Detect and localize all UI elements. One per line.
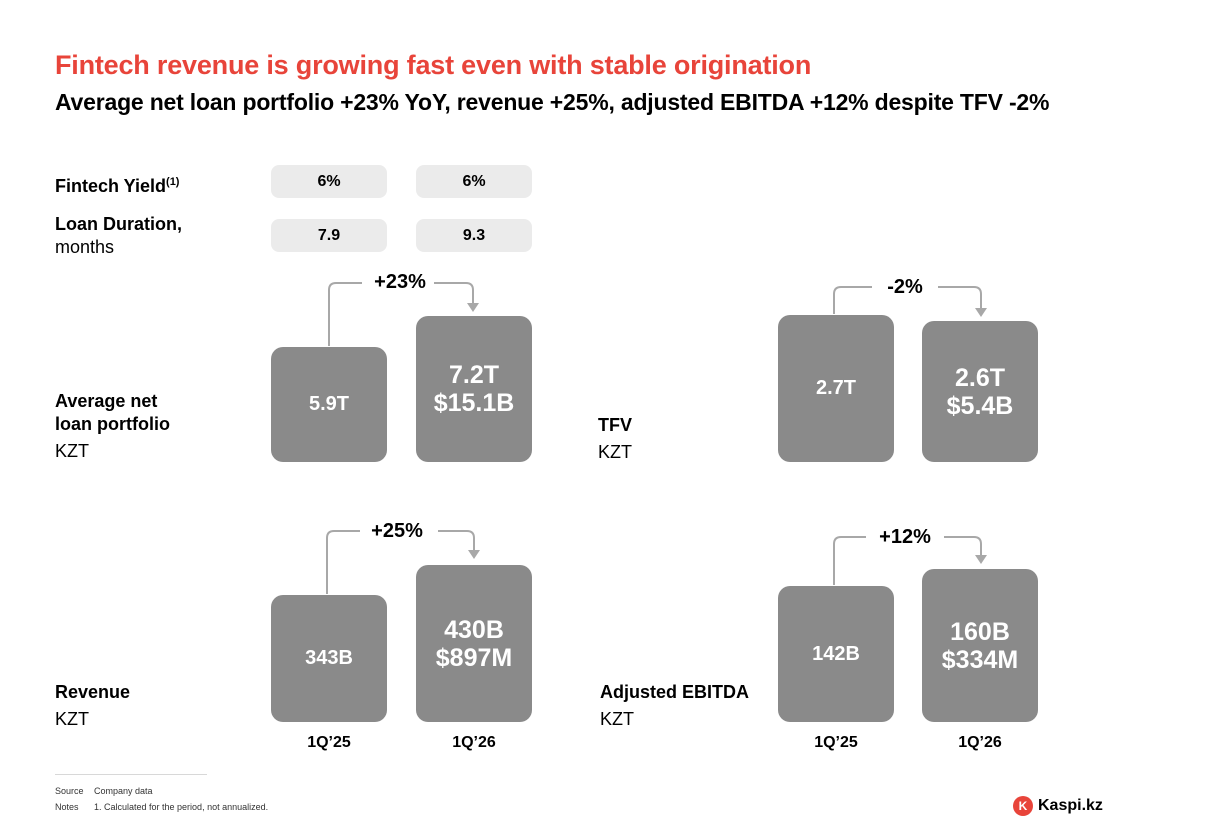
bar-value-tfv-1q26: 2.6T	[954, 363, 1006, 392]
kpi-value-loan-duration-1q26: 9.3	[416, 219, 532, 252]
x-tick-ebitda-1q25: 1Q’25	[814, 734, 858, 751]
chart-unit-tfv: KZT	[598, 442, 632, 462]
bar-ebitda-1q26: 160B $334M	[922, 569, 1038, 722]
kpi-label-loan-duration-line1: Loan Duration,	[55, 214, 182, 234]
bar-usd-ebitda-1q26: $334M	[941, 645, 1019, 674]
kaspi-logo: K Kaspi.kz	[1013, 796, 1103, 816]
bar-loan-portfolio-1q26: 7.2T $15.1B	[416, 316, 532, 462]
chart-label-revenue: Revenue	[55, 682, 131, 702]
footer-divider	[55, 774, 207, 775]
growth-label-loan-portfolio: +23%	[374, 271, 426, 293]
chart-unit-loan-portfolio: KZT	[55, 441, 89, 461]
kpi-value-loan-duration-1q25: 7.9	[271, 219, 387, 252]
bar-ebitda-1q25: 142B	[778, 586, 894, 722]
bar-usd-loan-portfolio-1q26: $15.1B	[433, 389, 515, 417]
chart-label-loan-portfolio: Average net loan portfolio	[55, 391, 170, 434]
kpi-label-loan-duration-line2: months	[55, 237, 115, 257]
kaspi-logo-icon: K	[1013, 796, 1033, 816]
kpi-value-fintech-yield-1q25: 6%	[271, 165, 387, 198]
x-tick-revenue-1q26: 1Q’26	[452, 734, 496, 751]
kpi-value-fintech-yield-1q26: 6%	[416, 165, 532, 198]
bar-revenue-1q25: 343B	[271, 595, 387, 722]
x-tick-revenue-1q25: 1Q’25	[307, 734, 351, 751]
bar-value-loan-portfolio-1q25: 5.9T	[308, 393, 350, 415]
bar-value-loan-portfolio-1q26: 7.2T	[448, 361, 500, 389]
page-subtitle: Average net loan portfolio +23% YoY, rev…	[55, 89, 1050, 115]
bar-tfv-1q25: 2.7T	[778, 315, 894, 462]
kpi-footnote-marker: (1)	[166, 176, 180, 188]
footer-notes-text: 1. Calculated for the period, not annual…	[94, 802, 269, 812]
bar-usd-tfv-1q26: $5.4B	[946, 391, 1014, 420]
chart-unit-revenue: KZT	[55, 709, 89, 729]
bar-value-revenue-1q25: 343B	[305, 647, 353, 669]
x-tick-ebitda-1q26: 1Q’26	[958, 734, 1002, 751]
chart-unit-ebitda: KZT	[600, 709, 634, 729]
chart-label-ebitda: Adjusted EBITDA	[600, 682, 750, 702]
chart-label-tfv: TFV	[598, 415, 632, 435]
page-title: Fintech revenue is growing fast even wit…	[55, 50, 812, 80]
kpi-label-loan-duration: Loan Duration, months	[55, 213, 182, 259]
bar-value-ebitda-1q26: 160B	[950, 617, 1010, 646]
bar-value-revenue-1q26: 430B	[444, 615, 504, 644]
bar-value-ebitda-1q25: 142B	[812, 642, 860, 665]
footer-notes-label: Notes	[55, 802, 79, 812]
bar-value-tfv-1q25: 2.7T	[815, 377, 857, 399]
bar-loan-portfolio-1q25: 5.9T	[271, 347, 387, 462]
footer-source-label: Source	[55, 786, 84, 796]
bar-revenue-1q26: 430B $897M	[416, 565, 532, 722]
growth-label-tfv: -2%	[887, 276, 923, 298]
bar-usd-revenue-1q26: $897M	[435, 643, 513, 672]
kpi-label-fintech-yield: Fintech Yield(1)	[55, 176, 180, 196]
kaspi-logo-text: Kaspi.kz	[1038, 797, 1103, 814]
bar-tfv-1q26: 2.6T $5.4B	[922, 321, 1038, 462]
growth-label-ebitda: +12%	[879, 526, 931, 548]
footer-source-text: Company data	[94, 786, 153, 796]
growth-label-revenue: +25%	[371, 520, 423, 542]
